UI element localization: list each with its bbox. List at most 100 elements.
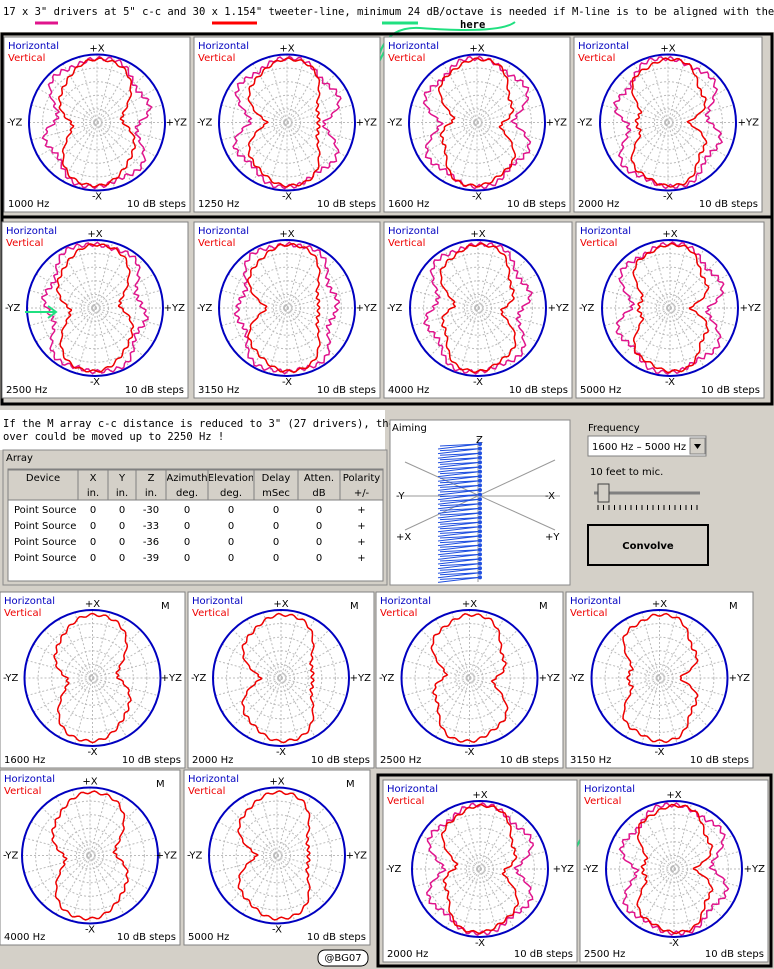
horizontal-curve: [233, 241, 341, 375]
horizontal-curve: [41, 241, 149, 375]
grid-spoke: [71, 789, 109, 922]
frequency-label: 1250 Hz: [198, 199, 239, 210]
horizontal-label: Horizontal: [198, 41, 249, 52]
grid-spoke: [76, 242, 114, 374]
horizontal-label: Horizontal: [570, 596, 621, 607]
driver-dot: [478, 534, 482, 538]
driver-dot: [478, 455, 482, 460]
driver-dot: [478, 570, 482, 575]
vertical-curve: [632, 242, 710, 374]
cell: 0: [184, 505, 190, 516]
convolve-button[interactable]: [587, 524, 709, 566]
slider-ticks: [597, 505, 698, 510]
cell: 0: [90, 505, 96, 516]
axis-label: -X: [282, 377, 292, 388]
reference-circle: [601, 239, 739, 377]
unit-label: in.: [87, 488, 99, 499]
vertical-label: Vertical: [387, 796, 424, 807]
driver-dot: [478, 488, 482, 492]
aiming-label: +Y: [545, 532, 560, 543]
cell: 0: [119, 553, 125, 564]
reference-circle: [212, 609, 350, 747]
driver-dot: [478, 561, 482, 566]
cell: 0: [228, 505, 234, 516]
horizontal-label: Horizontal: [4, 596, 55, 607]
grid-ring: [40, 253, 150, 363]
horizontal-label: Horizontal: [584, 784, 635, 795]
steps-label: 10 dB steps: [699, 199, 758, 210]
header-label: Elevation: [208, 473, 254, 484]
axis-label: +X: [660, 44, 675, 55]
vertical-label: Vertical: [580, 238, 617, 249]
axis-label: +X: [279, 229, 294, 240]
cell: Point Source: [14, 521, 76, 532]
grid-ring: [35, 800, 145, 911]
horizontal-label: Horizontal: [188, 774, 239, 785]
grid-ring: [615, 253, 725, 363]
axis-label: -YZ: [7, 118, 23, 129]
grid-ring: [604, 623, 715, 733]
reference-circle: [590, 609, 729, 747]
vertical-curve: [247, 243, 321, 373]
cell: 0: [90, 553, 96, 564]
grid-spoke: [41, 807, 139, 904]
grid-spoke: [428, 74, 526, 171]
unit-label: dB: [312, 488, 325, 499]
cell: 0: [228, 553, 234, 564]
reference-circle: [218, 53, 356, 192]
grid-spoke: [44, 629, 141, 727]
driver-dot: [478, 515, 482, 520]
unit-label: deg.: [176, 488, 198, 499]
axis-label: -X: [282, 192, 292, 203]
axis-label: -YZ: [386, 864, 402, 875]
distance-label: 10 feet to mic.: [590, 467, 663, 478]
steps-label: 10 dB steps: [317, 385, 376, 396]
aiming-title: Aiming: [392, 423, 427, 434]
vertical-curve: [630, 57, 708, 188]
driver-dot: [478, 520, 482, 525]
axis-label: -X: [90, 377, 100, 388]
frequency-label: 5000 Hz: [580, 385, 621, 396]
horizontal-label: Horizontal: [4, 774, 55, 785]
header-cell: [207, 469, 255, 501]
slider-thumb[interactable]: [597, 483, 610, 503]
vertical-label: Vertical: [4, 608, 41, 619]
grid-spoke: [641, 612, 678, 744]
axis-label: -YZ: [569, 673, 585, 684]
axis-label: -YZ: [577, 118, 593, 129]
vertical-label: Vertical: [380, 608, 417, 619]
unit-label: deg.: [220, 488, 242, 499]
driver-dot: [478, 511, 482, 515]
reference-circle: [605, 800, 743, 938]
axis-label: +X: [82, 777, 97, 788]
header-cell: [339, 469, 384, 501]
axis-label: -X: [663, 192, 673, 203]
axis-label: +X: [469, 44, 484, 55]
panel-tag: M: [539, 601, 548, 612]
driver-dot: [478, 552, 482, 557]
axis-label: -X: [655, 747, 665, 758]
axis-label: -X: [475, 938, 485, 949]
steps-label: 10 dB steps: [307, 932, 366, 943]
axis-label: +X: [87, 229, 102, 240]
dropdown-arrow: [694, 444, 701, 449]
header-cell: [135, 469, 167, 501]
axis-label: +YZ: [729, 673, 750, 684]
grid-spoke: [58, 618, 127, 738]
reference-circle: [208, 786, 346, 925]
grid-spoke: [268, 242, 306, 374]
header-cell: [165, 469, 209, 501]
grid-spoke: [46, 259, 144, 357]
vertical-label: Vertical: [6, 238, 43, 249]
frequency-select[interactable]: [587, 435, 707, 457]
frequency-label: 2000 Hz: [578, 199, 619, 210]
axis-label: +X: [269, 777, 284, 788]
cell: -39: [143, 553, 159, 564]
vertical-curve: [51, 790, 129, 921]
axis-label: -YZ: [3, 673, 19, 684]
axis-label: -YZ: [5, 303, 21, 314]
frame: [0, 32, 774, 406]
cell: Point Source: [14, 553, 76, 564]
horizontal-label: Horizontal: [6, 226, 57, 237]
